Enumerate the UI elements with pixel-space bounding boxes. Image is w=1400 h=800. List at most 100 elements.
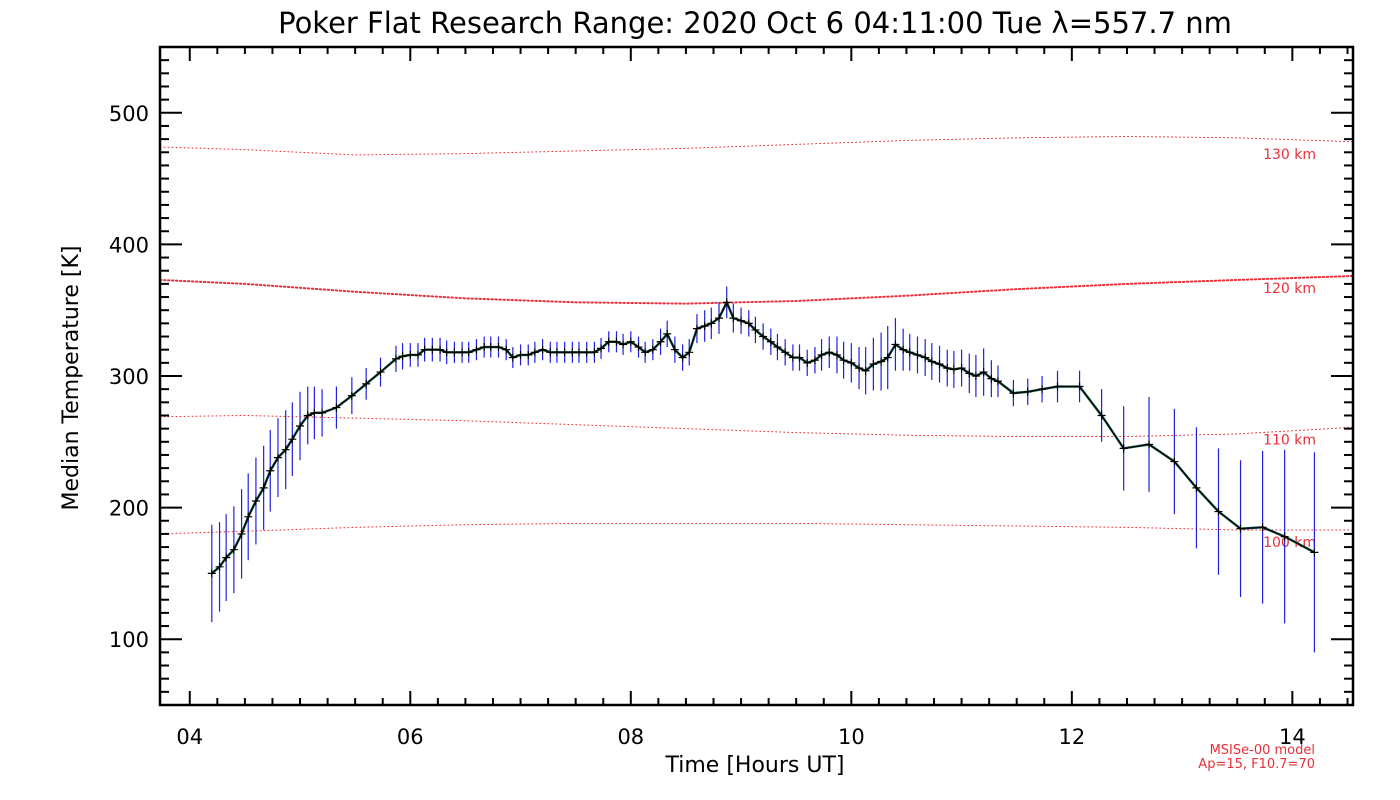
data-point-49 xyxy=(604,337,613,346)
data-point-28 xyxy=(450,348,459,357)
data-point-22 xyxy=(406,350,415,359)
data-point-117 xyxy=(1310,548,1319,557)
data-point-39 xyxy=(530,348,539,357)
data-point-23 xyxy=(414,350,423,359)
data-point-36 xyxy=(508,353,517,362)
data-point-31 xyxy=(472,345,481,354)
data-point-5 xyxy=(244,512,253,521)
data-point-69 xyxy=(751,325,760,334)
data-point-7 xyxy=(259,483,268,492)
y-axis-label: Median Temperature [K] xyxy=(59,246,84,511)
data-point-35 xyxy=(502,345,511,354)
data-point-108 xyxy=(1097,411,1106,420)
model-curve-1 xyxy=(159,274,1354,305)
data-point-97 xyxy=(957,364,966,373)
data-point-9 xyxy=(273,453,282,462)
data-point-24 xyxy=(420,345,429,354)
model-label-1: 120 km xyxy=(1263,281,1316,297)
data-point-114 xyxy=(1236,524,1245,533)
data-point-38 xyxy=(524,350,533,359)
data-point-79 xyxy=(825,348,834,357)
y-tick-label-0: 100 xyxy=(109,628,149,652)
data-point-40 xyxy=(538,345,547,354)
data-point-88 xyxy=(891,340,900,349)
model-curve-3 xyxy=(159,522,1354,535)
data-point-50 xyxy=(612,337,621,346)
data-point-68 xyxy=(744,319,753,328)
data-point-21 xyxy=(398,352,407,361)
data-point-3 xyxy=(229,545,238,554)
data-point-55 xyxy=(648,345,657,354)
data-point-99 xyxy=(971,372,980,380)
data-point-87 xyxy=(883,353,892,362)
data-point-89 xyxy=(899,345,908,354)
data-point-1 xyxy=(215,562,224,571)
data-point-34 xyxy=(494,343,503,352)
data-point-116 xyxy=(1280,532,1289,541)
data-point-56 xyxy=(656,337,665,346)
data-point-65 xyxy=(722,298,731,307)
data-point-77 xyxy=(810,356,819,365)
data-point-78 xyxy=(817,350,826,359)
data-point-112 xyxy=(1192,483,1201,492)
data-point-57 xyxy=(663,329,672,338)
data-point-100 xyxy=(979,368,988,377)
data-point-33 xyxy=(486,343,495,352)
data-point-101 xyxy=(987,374,996,383)
model-label-0: 130 km xyxy=(1263,147,1316,163)
x-tick-label-3: 10 xyxy=(838,725,865,749)
data-point-85 xyxy=(869,360,878,369)
data-point-37 xyxy=(516,350,525,359)
data-point-110 xyxy=(1145,440,1154,449)
data-point-48 xyxy=(597,344,606,353)
chart-title: Poker Flat Research Range: 2020 Oct 6 04… xyxy=(278,6,1232,40)
data-point-13 xyxy=(303,411,312,420)
y-tick-label-2: 300 xyxy=(109,365,149,389)
data-point-107 xyxy=(1075,382,1084,391)
data-point-75 xyxy=(795,353,804,362)
data-point-98 xyxy=(965,369,974,378)
data-point-52 xyxy=(626,337,635,346)
data-point-25 xyxy=(428,345,437,354)
data-point-80 xyxy=(832,350,841,359)
data-point-82 xyxy=(847,358,856,367)
data-point-12 xyxy=(296,422,305,431)
error-bars xyxy=(211,286,1316,653)
data-point-6 xyxy=(251,497,260,506)
data-point-47 xyxy=(590,348,599,357)
data-point-43 xyxy=(560,348,569,357)
data-point-59 xyxy=(678,353,687,362)
data-point-90 xyxy=(905,348,914,357)
data-point-81 xyxy=(839,356,848,365)
data-point-62 xyxy=(700,321,709,330)
x-tick-label-1: 06 xyxy=(397,725,424,749)
data-point-8 xyxy=(266,466,275,475)
y-tick-label-4: 500 xyxy=(109,102,149,126)
y-tick-label-1: 200 xyxy=(109,497,149,521)
data-point-95 xyxy=(943,364,952,373)
y-tick-label-3: 400 xyxy=(109,233,149,257)
data-point-58 xyxy=(670,345,679,354)
data-point-45 xyxy=(574,348,583,357)
data-point-103 xyxy=(1009,389,1018,398)
data-point-64 xyxy=(715,314,724,323)
data-point-66 xyxy=(729,314,738,323)
data-point-113 xyxy=(1214,507,1223,516)
data-point-102 xyxy=(993,377,1002,386)
x-tick-label-0: 04 xyxy=(176,725,203,749)
axis-ticks: 04 06 08 10 12 14 100 200 300 400 500 xyxy=(109,46,1353,749)
data-point-71 xyxy=(766,337,775,346)
model-note-line-2: Ap=15, F10.7=70 xyxy=(1198,757,1315,772)
data-point-17 xyxy=(347,391,356,400)
x-tick-label-2: 08 xyxy=(617,725,644,749)
data-point-94 xyxy=(935,360,944,369)
data-point-53 xyxy=(634,343,643,352)
data-point-42 xyxy=(552,348,561,357)
data-point-86 xyxy=(877,357,886,366)
data-point-76 xyxy=(803,358,812,367)
data-point-84 xyxy=(861,366,870,375)
data-point-105 xyxy=(1038,385,1047,394)
data-point-0 xyxy=(207,569,216,578)
data-point-72 xyxy=(773,343,782,352)
